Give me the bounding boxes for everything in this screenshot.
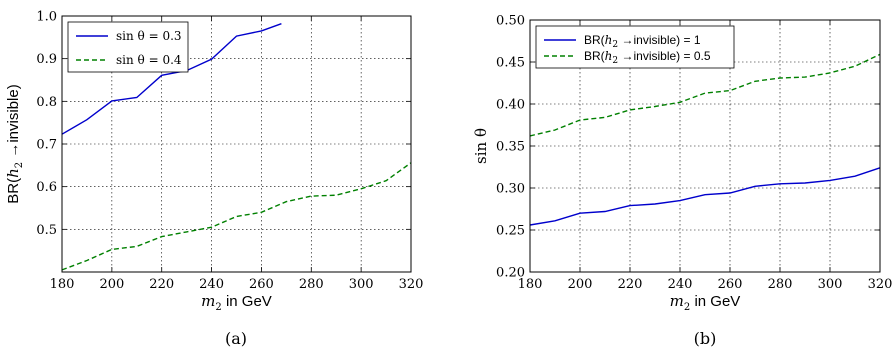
- y-tick-label: 0.9: [36, 52, 57, 67]
- y-axis-label: sin θ: [472, 128, 490, 164]
- panel-b: 180 200 220 240 260 280 300 320 0.20 0.25 0.30 0.35…: [472, 14, 892, 349]
- x-tick-label: 280: [768, 277, 793, 292]
- y-tick-label: 0.25: [496, 224, 525, 239]
- x-tick-label: 220: [149, 277, 174, 292]
- x-tick-label: 320: [399, 277, 424, 292]
- series-line-0: [529, 167, 881, 226]
- x-tick-label: 260: [249, 277, 274, 292]
- legend-label-0: BR(h2 →invisible) = 1: [584, 33, 701, 50]
- y-tick-label: 0.30: [496, 182, 525, 197]
- legend: sin θ = 0.3 sin θ = 0.4: [67, 21, 189, 73]
- x-tick-label: 200: [99, 277, 124, 292]
- series-line-1: [61, 162, 412, 271]
- series-line-1: [529, 53, 881, 137]
- y-tick-label: 1.0: [36, 10, 57, 25]
- x-tick-label: 240: [199, 277, 224, 292]
- x-tick-label: 220: [618, 277, 643, 292]
- y-tick-label: 0.7: [36, 138, 57, 153]
- panel-a: 180 200 220 240 260 280 300 320 0.5 0.6 0.7 0.8 0.9 1…: [4, 10, 423, 349]
- legend-box: [67, 21, 189, 73]
- panel-caption: (b): [694, 329, 717, 348]
- x-axis-label: m2 in GeV: [670, 292, 741, 313]
- x-tick-label: 280: [299, 277, 324, 292]
- x-tick-label: 240: [668, 277, 693, 292]
- y-tick-label: 0.5: [36, 223, 57, 238]
- x-tick-label: 180: [50, 277, 75, 292]
- panel-caption: (a): [225, 329, 247, 348]
- legend-label-0: sin θ = 0.3: [116, 29, 182, 43]
- x-tick-label: 320: [868, 277, 892, 292]
- x-tick-label: 260: [718, 277, 743, 292]
- x-tick-label: 300: [818, 277, 843, 292]
- y-tick-label: 0.50: [496, 14, 525, 29]
- legend-label-1: sin θ = 0.4: [116, 53, 182, 67]
- y-tick-label: 0.40: [496, 98, 525, 113]
- y-tick-label: 0.8: [36, 95, 57, 110]
- y-tick-label: 0.35: [496, 140, 525, 155]
- legend-label-1: BR(h2 →invisible) = 0.5: [584, 49, 711, 66]
- y-tick-label: 0.20: [496, 266, 525, 281]
- x-axis-label: m2 in GeV: [201, 292, 272, 313]
- y-tick-label: 0.45: [496, 56, 525, 71]
- y-tick-label: 0.6: [36, 180, 57, 195]
- x-tick-label: 180: [518, 277, 543, 292]
- series-line-0: [61, 23, 282, 135]
- legend: BR(h2 →invisible) = 1BR(h2 →invisible) =…: [535, 25, 735, 69]
- x-tick-label: 200: [568, 277, 593, 292]
- y-axis-label: BR(h2 →invisible): [4, 84, 25, 203]
- x-tick-label: 300: [349, 277, 374, 292]
- legend-box: [535, 25, 735, 69]
